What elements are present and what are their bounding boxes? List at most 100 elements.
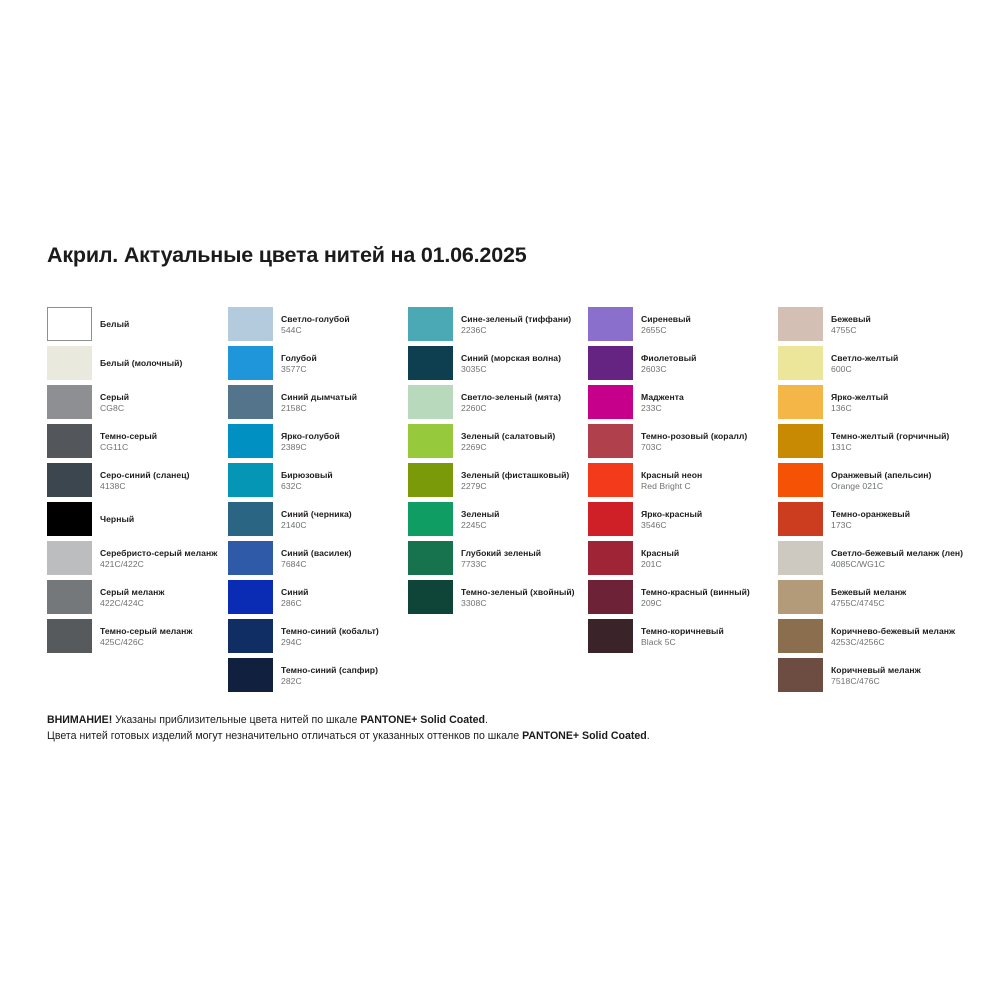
color-swatch-row[interactable]: Ярко-голубой 2389C (228, 424, 488, 463)
color-pantone-code: 209C (641, 597, 662, 608)
color-swatch-row[interactable]: Зеленый 2245C (408, 502, 668, 541)
color-swatch-row[interactable]: Фиолетовый 2603C (588, 346, 848, 385)
color-swatch-row[interactable]: Бирюзовый 632C (228, 463, 488, 502)
color-swatch[interactable] (228, 541, 273, 575)
color-swatch-row[interactable]: Бежевый 4755C (778, 307, 1000, 346)
color-swatch-text: Серый меланж 422C/424C (100, 587, 315, 608)
color-swatch[interactable] (778, 502, 823, 536)
color-swatch-row[interactable]: Темно-оранжевый 173C (778, 502, 1000, 541)
color-swatch-row[interactable]: Маджента 233C (588, 385, 848, 424)
color-swatch[interactable] (47, 502, 92, 536)
color-swatch[interactable] (228, 424, 273, 458)
color-swatch-row[interactable]: Синий 286C (228, 580, 488, 619)
color-swatch-row[interactable]: Светло-голубой 544C (228, 307, 488, 346)
color-pantone-code: 2279C (461, 480, 487, 491)
color-swatch-row[interactable]: Серый CG8C (47, 385, 307, 424)
color-swatch[interactable] (778, 385, 823, 419)
color-swatch[interactable] (778, 346, 823, 380)
color-swatch[interactable] (408, 502, 453, 536)
color-swatch[interactable] (228, 346, 273, 380)
color-swatch-row[interactable]: Голубой 3577C (228, 346, 488, 385)
color-swatch-row[interactable]: Темно-серый CG11C (47, 424, 307, 463)
color-swatch-row[interactable]: Глубокий зеленый 7733C (408, 541, 668, 580)
color-swatch[interactable] (408, 346, 453, 380)
color-swatch[interactable] (588, 619, 633, 653)
color-swatch[interactable] (778, 541, 823, 575)
color-swatch-row[interactable]: Темно-синий (кобальт) 294C (228, 619, 488, 658)
color-name: Ярко-голубой (281, 431, 340, 441)
color-swatch[interactable] (47, 580, 92, 614)
color-swatch[interactable] (228, 658, 273, 692)
color-swatch-row[interactable]: Сиреневый 2655C (588, 307, 848, 346)
color-swatch-row[interactable]: Светло-зеленый (мята) 2260C (408, 385, 668, 424)
color-swatch-row[interactable]: Темно-синий (сапфир) 282C (228, 658, 488, 697)
color-swatch-row[interactable]: Синий (черника) 2140C (228, 502, 488, 541)
color-swatch-row[interactable]: Светло-желтый 600C (778, 346, 1000, 385)
color-swatch[interactable] (778, 619, 823, 653)
color-swatch-row[interactable]: Сине-зеленый (тиффани) 2236C (408, 307, 668, 346)
color-swatch[interactable] (588, 307, 633, 341)
color-swatch-row[interactable]: Синий (василек) 7684C (228, 541, 488, 580)
color-swatch[interactable] (588, 385, 633, 419)
color-swatch[interactable] (47, 463, 92, 497)
color-swatch-row[interactable]: Красный неон Red Bright C (588, 463, 848, 502)
color-swatch[interactable] (588, 580, 633, 614)
color-swatch-row[interactable]: Синий дымчатый 2158C (228, 385, 488, 424)
color-swatch-row[interactable]: Бежевый меланж 4755C/4745C (778, 580, 1000, 619)
color-swatch[interactable] (408, 580, 453, 614)
color-swatch[interactable] (47, 541, 92, 575)
color-swatch[interactable] (408, 307, 453, 341)
color-swatch-row[interactable]: Темно-желтый (горчичный) 131C (778, 424, 1000, 463)
color-swatch[interactable] (778, 424, 823, 458)
color-swatch[interactable] (588, 424, 633, 458)
color-swatch[interactable] (408, 385, 453, 419)
color-swatch-row[interactable]: Черный (47, 502, 307, 541)
color-swatch[interactable] (408, 424, 453, 458)
color-swatch-text: Синий (морская волна) 3035C (461, 353, 676, 374)
color-swatch[interactable] (588, 346, 633, 380)
color-swatch[interactable] (47, 346, 92, 380)
color-swatch[interactable] (778, 463, 823, 497)
color-swatch-row[interactable]: Темно-коричневый Black 5C (588, 619, 848, 658)
color-swatch[interactable] (588, 502, 633, 536)
color-swatch[interactable] (778, 307, 823, 341)
color-swatch[interactable] (408, 463, 453, 497)
color-swatch-row[interactable]: Темно-розовый (коралл) 703C (588, 424, 848, 463)
color-swatch[interactable] (588, 463, 633, 497)
color-swatch[interactable] (228, 385, 273, 419)
color-swatch-row[interactable]: Темно-зеленый (хвойный) 3308C (408, 580, 668, 619)
color-swatch-row[interactable]: Белый (молочный) (47, 346, 307, 385)
color-swatch-row[interactable]: Коричневый меланж 7518C/476C (778, 658, 1000, 697)
color-swatch-row[interactable]: Темно-красный (винный) 209C (588, 580, 848, 619)
color-swatch-row[interactable]: Зеленый (салатовый) 2269C (408, 424, 668, 463)
color-swatch-row[interactable]: Ярко-желтый 136C (778, 385, 1000, 424)
color-swatch-row[interactable]: Белый (47, 307, 307, 346)
color-swatch-text: Серый CG8C (100, 392, 315, 413)
color-swatch-row[interactable]: Зеленый (фисташковый) 2279C (408, 463, 668, 502)
color-swatch[interactable] (47, 424, 92, 458)
color-swatch[interactable] (408, 541, 453, 575)
color-swatch-row[interactable]: Темно-серый меланж 425C/426C (47, 619, 307, 658)
color-swatch-row[interactable]: Коричнево-бежевый меланж 4253C/4256C (778, 619, 1000, 658)
color-swatch-row[interactable]: Серый меланж 422C/424C (47, 580, 307, 619)
color-swatch[interactable] (47, 307, 92, 341)
color-swatch-row[interactable]: Серо-синий (сланец) 4138C (47, 463, 307, 502)
color-swatch[interactable] (47, 385, 92, 419)
color-swatch[interactable] (228, 580, 273, 614)
color-swatch-text: Светло-зеленый (мята) 2260C (461, 392, 676, 413)
color-swatch-row[interactable]: Серебристо-серый меланж 421C/422C (47, 541, 307, 580)
color-swatch[interactable] (778, 658, 823, 692)
color-swatch[interactable] (228, 619, 273, 653)
color-swatch[interactable] (778, 580, 823, 614)
color-swatch-row[interactable]: Синий (морская волна) 3035C (408, 346, 668, 385)
color-swatch-row[interactable]: Красный 201C (588, 541, 848, 580)
color-swatch-row[interactable]: Оранжевый (апельсин) Orange 021C (778, 463, 1000, 502)
color-swatch[interactable] (588, 541, 633, 575)
color-swatch[interactable] (228, 463, 273, 497)
color-swatch[interactable] (228, 502, 273, 536)
color-swatch-row[interactable]: Ярко-красный 3546C (588, 502, 848, 541)
color-swatch[interactable] (228, 307, 273, 341)
color-name: Темно-серый (100, 431, 158, 441)
color-swatch[interactable] (47, 619, 92, 653)
color-swatch-row[interactable]: Светло-бежевый меланж (лен) 4085C/WG1C (778, 541, 1000, 580)
